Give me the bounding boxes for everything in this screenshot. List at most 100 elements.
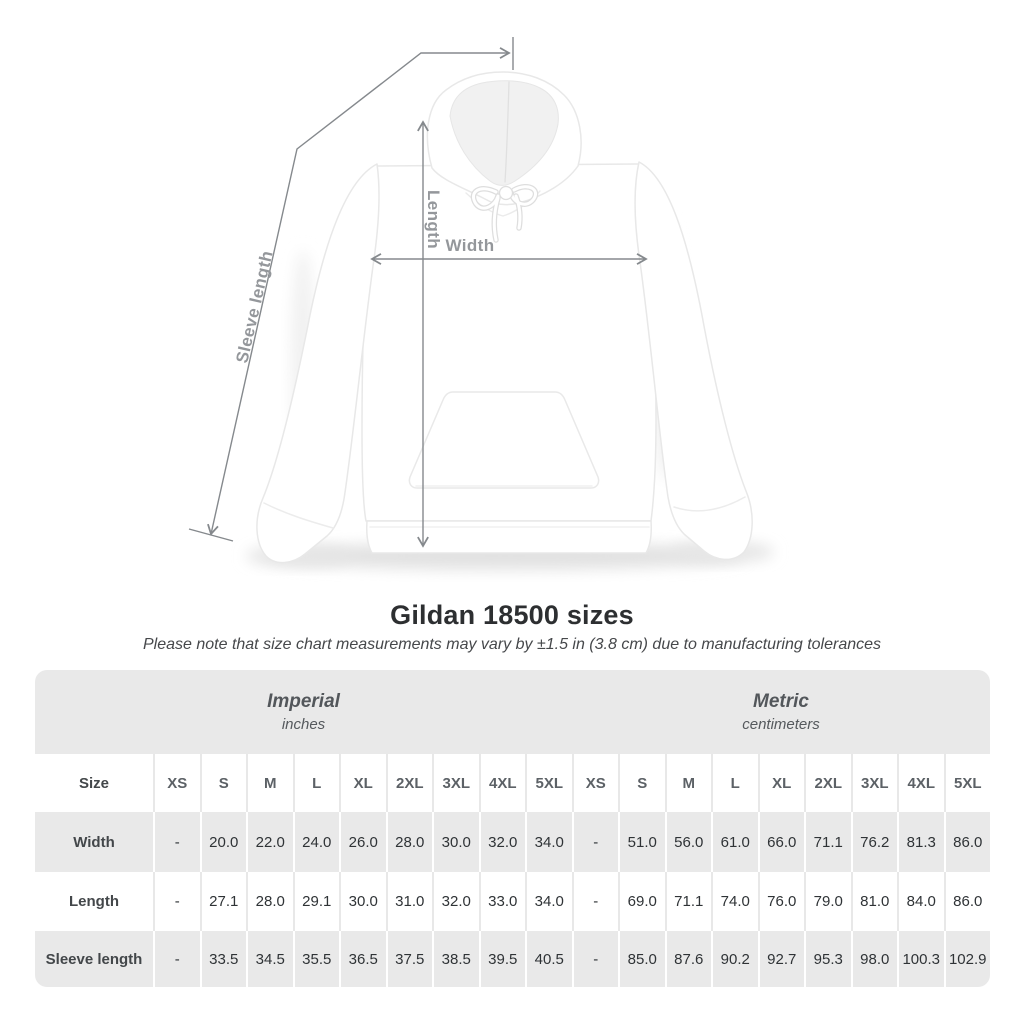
- length-label: Length: [424, 190, 443, 249]
- metric-title: Metric: [753, 691, 809, 712]
- value-cell: 76.2: [850, 812, 898, 872]
- size-header-cell: 3XL: [432, 754, 479, 812]
- value-cell: 76.0: [757, 872, 805, 931]
- value-cell: 33.0: [478, 872, 526, 931]
- length-row: Length - 27.1 28.0 29.1 30.0 31.0 32.0 3…: [35, 872, 990, 931]
- page-title: Gildan 18500 sizes: [390, 600, 634, 630]
- tolerance-note: Please note that size chart measurements…: [142, 636, 882, 653]
- row-label: Length: [69, 893, 119, 910]
- metric-group-header: Metric centimeters: [572, 670, 990, 754]
- size-header-cell: S: [199, 754, 247, 812]
- value-cell: 51.0: [618, 812, 665, 872]
- value-cell: 90.2: [711, 931, 758, 987]
- hoodie-right-sleeve: [634, 161, 753, 561]
- size-header-cell: 4XL: [478, 754, 526, 812]
- size-header-cell: M: [246, 754, 293, 812]
- hoodie-measurement-diagram: Width Length Sleeve length: [188, 37, 774, 570]
- value-cell: 31.0: [385, 872, 433, 931]
- value-cell: 34.5: [246, 931, 293, 987]
- imperial-group-header: Imperial inches: [35, 670, 572, 754]
- value-cell: 81.0: [850, 872, 898, 931]
- hoodie-graphic: [256, 71, 753, 564]
- value-cell: 87.6: [664, 931, 712, 987]
- row-label: Width: [73, 833, 115, 851]
- value-cell: -: [153, 812, 200, 872]
- value-cell: 79.0: [804, 872, 851, 931]
- width-row: Width - 20.0 22.0 24.0 26.0 28.0 30.0 32…: [35, 812, 990, 872]
- size-header-cell: S: [618, 754, 665, 812]
- value-cell: 61.0: [711, 812, 758, 872]
- value-cell: 86.0: [943, 872, 991, 931]
- size-header-cell: M: [664, 754, 712, 812]
- imperial-title: Imperial: [267, 691, 340, 712]
- value-cell: 37.5: [385, 931, 433, 987]
- value-cell: 38.5: [432, 931, 479, 987]
- value-cell: 33.5: [199, 931, 247, 987]
- value-cell: 30.0: [432, 812, 479, 872]
- size-header-cell: 2XL: [385, 754, 433, 812]
- size-header-cell: L: [711, 754, 758, 812]
- value-cell: -: [571, 931, 619, 987]
- value-cell: 100.3: [897, 931, 944, 987]
- value-cell: 34.0: [525, 812, 572, 872]
- value-cell: 86.0: [943, 812, 991, 872]
- hoodie-left-sleeve: [256, 163, 380, 564]
- value-cell: 84.0: [897, 872, 944, 931]
- value-cell: 30.0: [339, 872, 386, 931]
- size-header-cell: 5XL: [943, 754, 991, 812]
- sleeve-length-label: Sleeve length: [232, 249, 276, 365]
- value-cell: 28.0: [385, 812, 433, 872]
- value-cell: 32.0: [478, 812, 526, 872]
- metric-subtitle: centimeters: [742, 716, 820, 733]
- value-cell: 69.0: [618, 872, 665, 931]
- size-header-cell: XS: [571, 754, 619, 812]
- size-header-cell: 3XL: [850, 754, 898, 812]
- value-cell: 35.5: [292, 931, 340, 987]
- value-cell: 26.0: [339, 812, 386, 872]
- value-cell: 66.0: [757, 812, 805, 872]
- size-header-cell: 4XL: [897, 754, 944, 812]
- row-label: Sleeve length: [45, 950, 143, 968]
- size-header-cell: L: [292, 754, 340, 812]
- size-header-cell: 2XL: [804, 754, 851, 812]
- width-label: Width: [445, 236, 494, 255]
- value-cell: 24.0: [292, 812, 340, 872]
- size-column-title: Size: [78, 774, 109, 792]
- value-cell: 22.0: [246, 812, 293, 872]
- value-cell: -: [153, 931, 200, 987]
- imperial-subtitle: inches: [281, 716, 326, 733]
- value-cell: 98.0: [850, 931, 898, 987]
- value-cell: 102.9: [943, 931, 991, 987]
- measurement-annotations: [188, 37, 648, 548]
- value-cell: 27.1: [199, 872, 247, 931]
- size-header-cell: XL: [339, 754, 386, 812]
- value-cell: 36.5: [339, 931, 386, 987]
- value-cell: 81.3: [897, 812, 944, 872]
- value-cell: 85.0: [618, 931, 665, 987]
- value-cell: 95.3: [804, 931, 851, 987]
- value-cell: 28.0: [246, 872, 293, 931]
- size-header-row: Size XS S M L XL 2XL 3XL 4XL 5XL XS S M …: [35, 754, 990, 812]
- value-cell: 74.0: [711, 872, 758, 931]
- size-header-cell: 5XL: [525, 754, 572, 812]
- value-cell: -: [153, 872, 200, 931]
- value-cell: 29.1: [292, 872, 340, 931]
- value-cell: 20.0: [199, 812, 247, 872]
- size-header-cell: XS: [153, 754, 200, 812]
- value-cell: 32.0: [432, 872, 479, 931]
- sleeve-cuff-tick: [188, 528, 234, 542]
- size-header-cell: XL: [757, 754, 805, 812]
- value-cell: 40.5: [525, 931, 572, 987]
- value-cell: 34.0: [525, 872, 572, 931]
- sleeve-length-arrow: [207, 47, 511, 536]
- unit-group-header: Imperial inches Metric centimeters: [35, 670, 990, 754]
- value-cell: 71.1: [664, 872, 712, 931]
- value-cell: -: [571, 812, 619, 872]
- sleeve-length-row: Sleeve length - 33.5 34.5 35.5 36.5 37.5…: [35, 931, 990, 987]
- value-cell: 71.1: [804, 812, 851, 872]
- size-table: Imperial inches Metric centimeters Size …: [35, 670, 990, 987]
- hoodie-hem: [366, 520, 652, 554]
- value-cell: 39.5: [478, 931, 526, 987]
- value-cell: 92.7: [757, 931, 805, 987]
